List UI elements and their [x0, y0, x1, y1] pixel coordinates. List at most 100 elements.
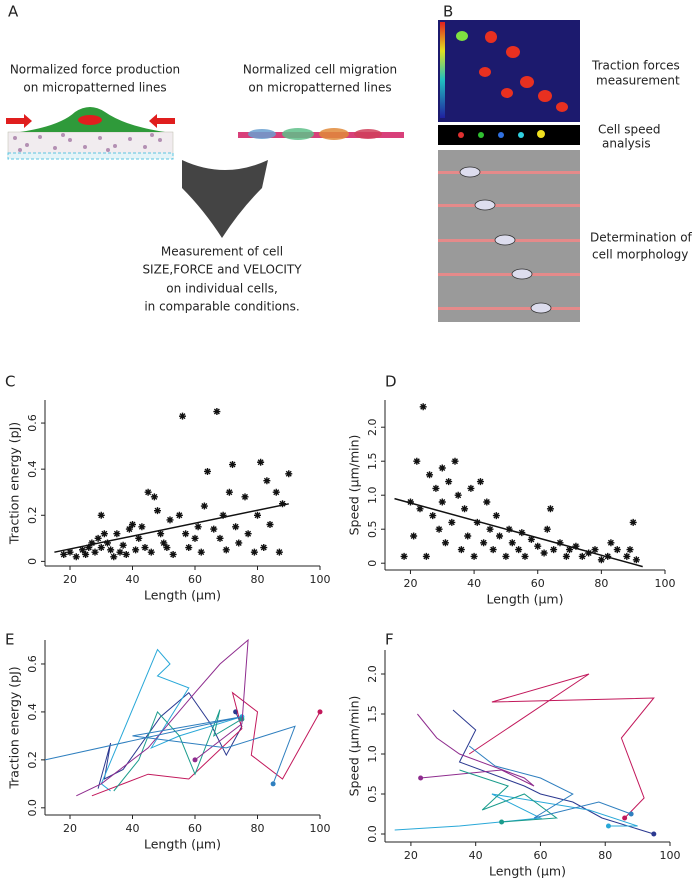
point	[163, 544, 171, 552]
point	[204, 467, 211, 475]
point	[85, 544, 93, 552]
y-tick-label: 0.0	[366, 825, 379, 843]
y-tick-label: 1.0	[366, 745, 379, 763]
x-tick-label: 40	[126, 573, 140, 586]
trajectory	[113, 709, 243, 792]
y-tick-label: 0.2	[26, 507, 39, 525]
summary: Measurement of cell	[161, 245, 283, 259]
point	[473, 518, 481, 526]
x-tick-label: 40	[467, 577, 481, 590]
point	[591, 546, 599, 554]
point	[266, 521, 274, 528]
point	[457, 546, 465, 554]
trajectory	[468, 745, 632, 819]
x-tick-label: 100	[310, 573, 331, 586]
point	[197, 548, 205, 556]
point	[454, 491, 462, 499]
x-axis-label: Length (μm)	[144, 837, 221, 852]
x-tick-label: 20	[63, 822, 77, 835]
y-tick-label: 0	[366, 560, 379, 567]
point	[160, 539, 168, 547]
x-axis-label: Length (μm)	[144, 588, 221, 603]
point	[179, 412, 186, 420]
x-tick-label: 60	[533, 849, 547, 862]
point	[194, 523, 202, 531]
y-tick-label: 1.5	[366, 705, 379, 723]
point	[257, 458, 265, 466]
point	[216, 534, 224, 542]
caption: on micropatterned lines	[248, 81, 391, 95]
point	[72, 553, 80, 561]
y-tick-label: 2.0	[366, 665, 379, 683]
caption: measurement	[596, 74, 680, 88]
point	[632, 556, 640, 564]
x-tick-label: 20	[404, 849, 418, 862]
point	[508, 539, 516, 547]
point	[562, 552, 570, 560]
y-tick-label: 1.0	[366, 486, 379, 504]
x-tick-label: 60	[188, 573, 202, 586]
point	[400, 552, 408, 560]
point	[432, 484, 440, 492]
point	[470, 552, 478, 560]
point	[623, 552, 631, 560]
caption: on micropatterned lines	[23, 81, 166, 95]
endpoint	[270, 781, 276, 787]
y-axis-label: Traction energy (pJ)	[7, 666, 22, 789]
trend-line	[394, 497, 643, 568]
point	[191, 534, 199, 542]
x-tick-label: 80	[594, 577, 608, 590]
arrow	[182, 160, 268, 238]
x-tick-label: 40	[469, 849, 483, 862]
point	[467, 484, 475, 492]
endpoint	[499, 819, 505, 825]
force-illustration	[6, 107, 175, 160]
point	[97, 544, 105, 552]
point	[279, 500, 286, 508]
point	[82, 550, 90, 558]
trajectory	[452, 709, 654, 835]
summary: SIZE,FORCE and VELOCITY	[142, 263, 302, 277]
point	[235, 539, 243, 547]
trajectory	[417, 713, 535, 787]
caption: Traction forces	[591, 59, 680, 73]
point	[144, 488, 152, 496]
x-tick-label: 100	[655, 577, 676, 590]
point	[232, 523, 240, 531]
endpoint	[651, 831, 657, 837]
point	[222, 546, 230, 554]
point	[100, 530, 108, 538]
endpoint	[605, 823, 611, 829]
point	[429, 512, 437, 520]
x-tick-label: 80	[251, 573, 265, 586]
panel-label: C	[5, 373, 15, 391]
panel-label: D	[385, 373, 397, 391]
trajectory	[97, 691, 243, 789]
caption: cell morphology	[592, 248, 688, 262]
panel-label: E	[5, 631, 14, 649]
point	[97, 511, 105, 519]
x-tick-label: 100	[660, 849, 681, 862]
point	[502, 552, 510, 560]
endpoint	[192, 757, 198, 763]
point	[626, 546, 634, 554]
point	[505, 525, 513, 533]
y-tick-label: 0.5	[366, 520, 379, 538]
y-tick-label: 0.4	[26, 703, 39, 721]
point	[438, 464, 446, 472]
y-tick-label: 0.5	[366, 785, 379, 803]
point	[272, 488, 280, 496]
point	[476, 478, 484, 486]
point	[225, 488, 233, 496]
x-tick-label: 80	[598, 849, 612, 862]
point	[79, 546, 86, 554]
panel-label: F	[385, 631, 394, 649]
point	[438, 498, 446, 506]
trajectory	[44, 716, 296, 784]
point	[416, 505, 424, 513]
point	[166, 516, 174, 524]
x-tick-label: 60	[188, 822, 202, 835]
point	[445, 478, 453, 486]
point	[185, 544, 193, 552]
